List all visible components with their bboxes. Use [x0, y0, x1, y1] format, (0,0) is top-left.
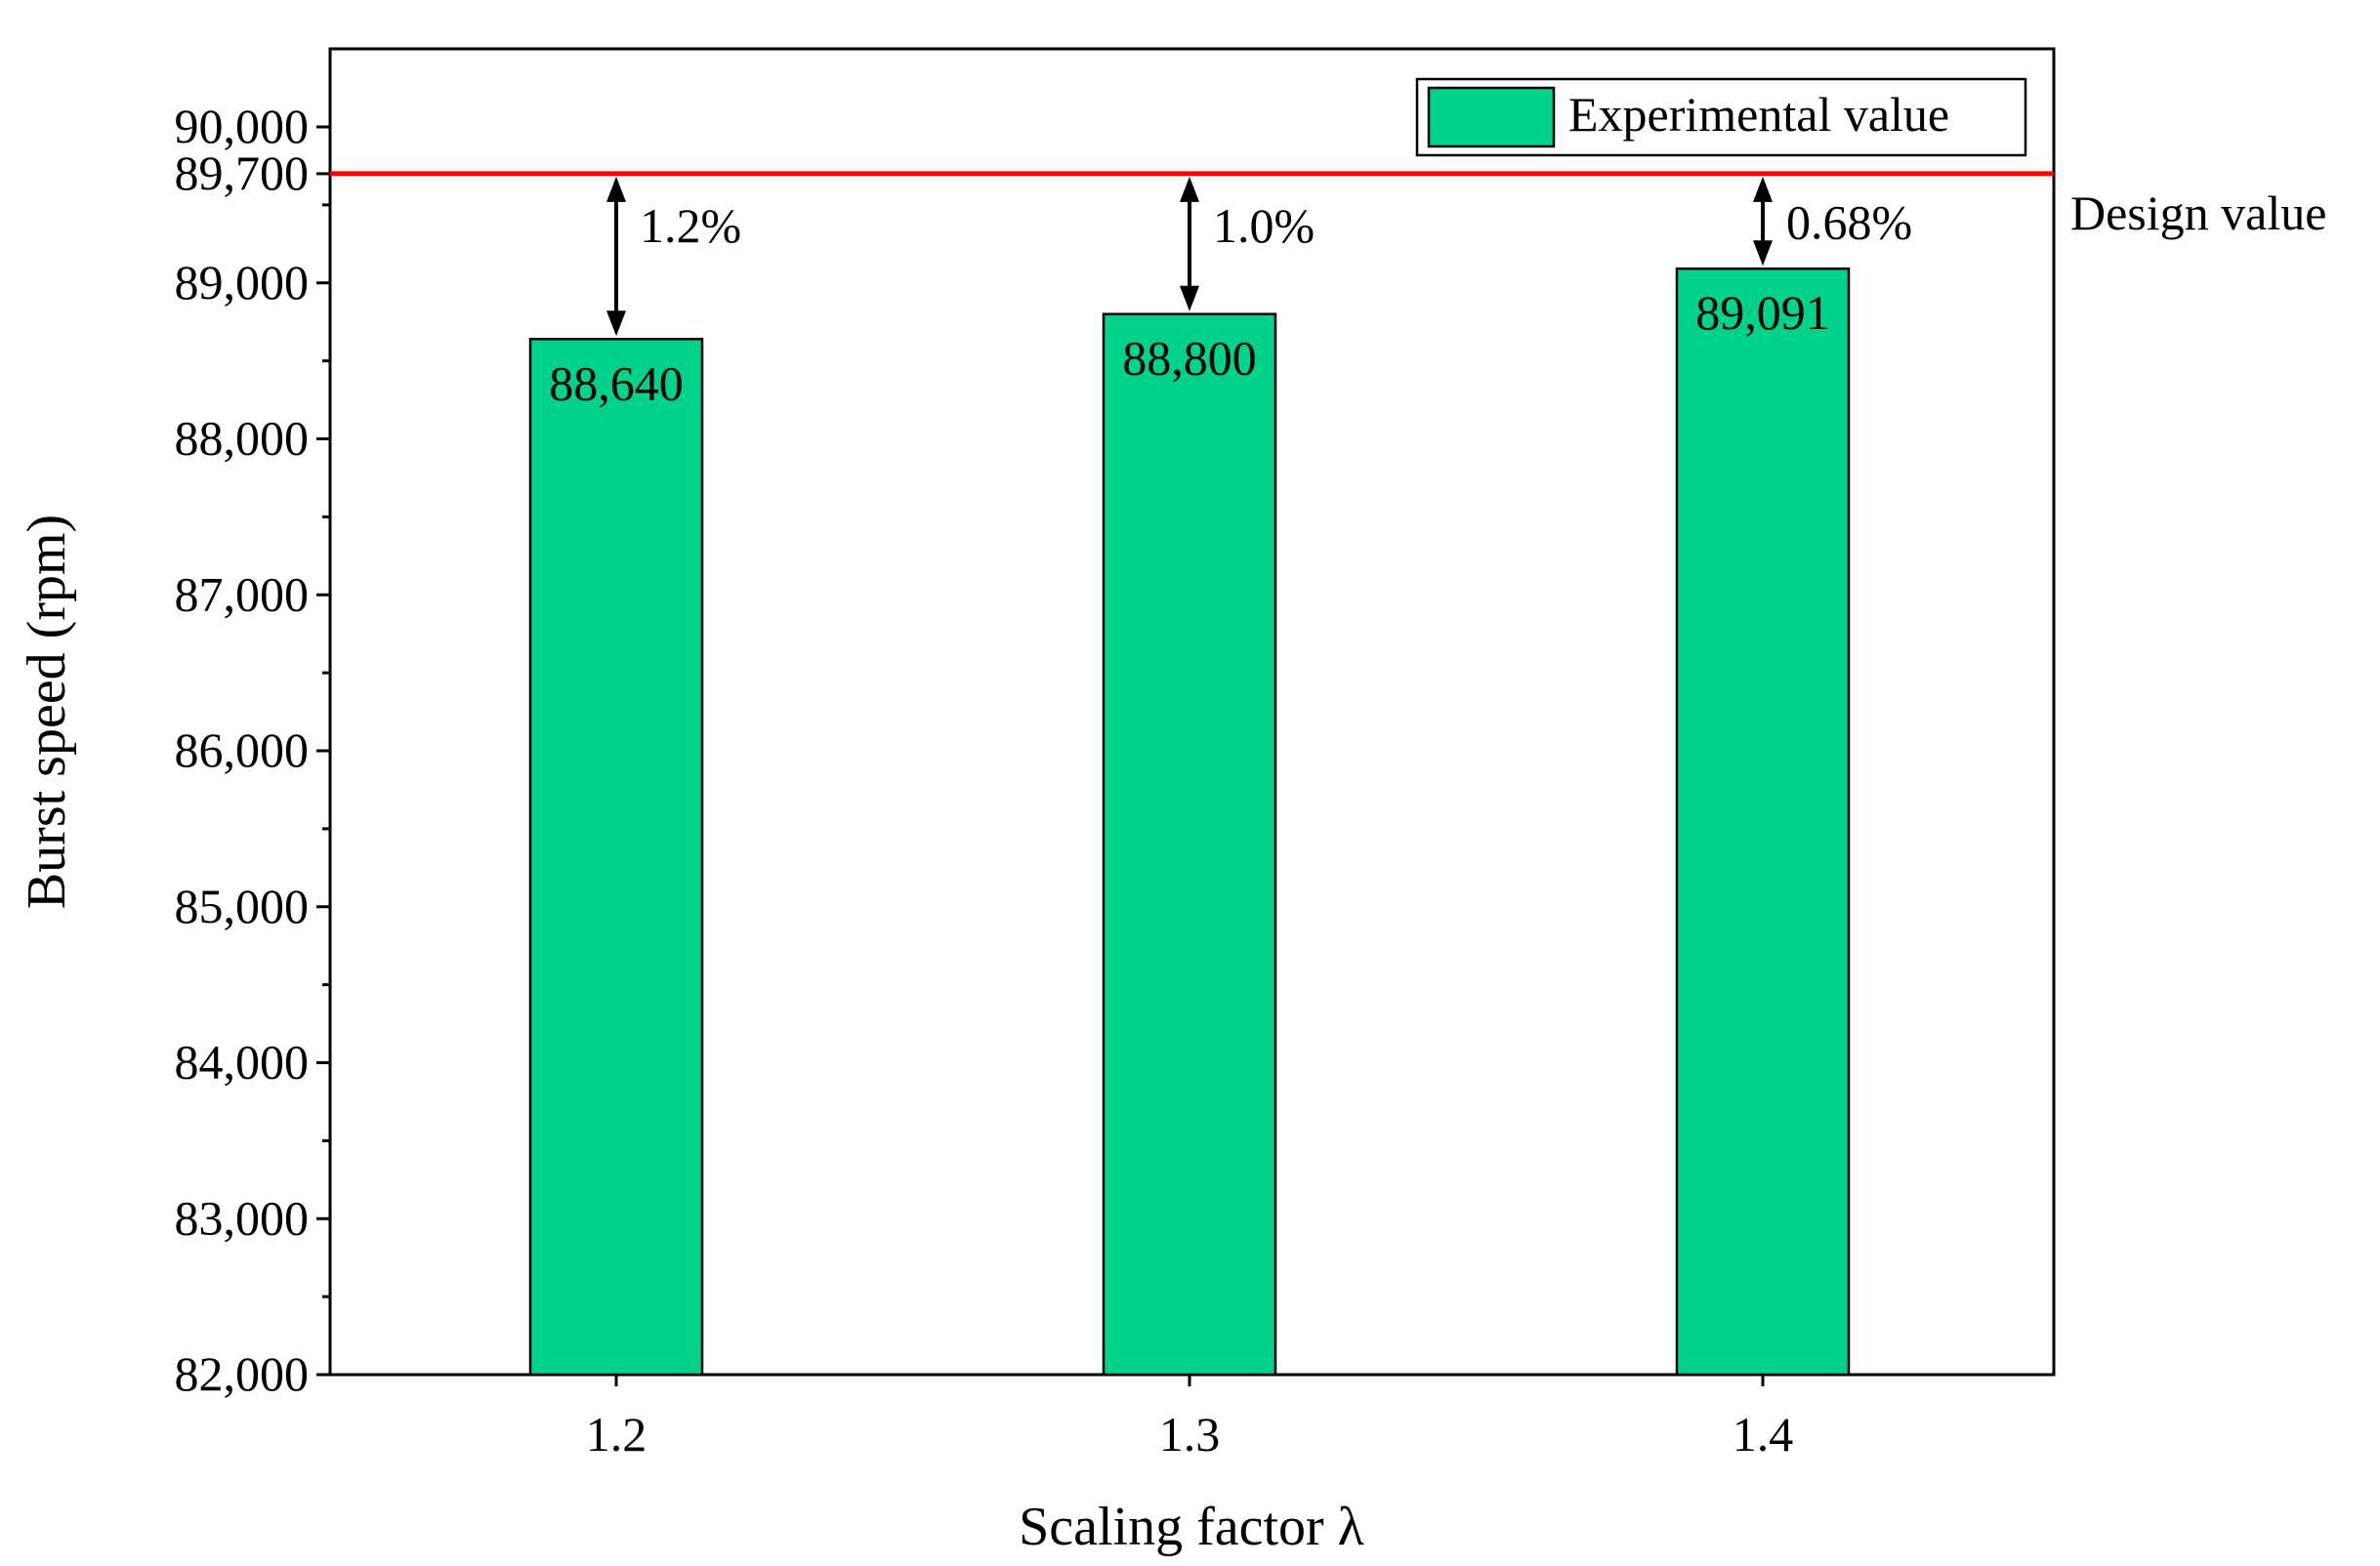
x-tick-label: 1.4 — [1733, 1407, 1794, 1462]
gap-arrow-head-down — [1180, 285, 1199, 311]
y-tick-label: 88,000 — [175, 411, 310, 466]
x-axis-title: Scaling factor λ — [1019, 1497, 1364, 1557]
gap-arrow-head-down — [1753, 240, 1773, 267]
y-tick-label: 89,000 — [175, 255, 310, 309]
gap-arrow-head-up — [1753, 176, 1773, 202]
bar-value-label: 88,640 — [549, 355, 684, 410]
y-tick-label: 90,000 — [175, 99, 310, 153]
bar — [1102, 312, 1277, 1377]
y-tick-label: 84,000 — [175, 1035, 310, 1090]
y-tick-label: 82,000 — [175, 1346, 310, 1401]
bar — [1675, 267, 1851, 1377]
gap-percent-label: 1.2% — [640, 198, 741, 253]
x-tick-label: 1.3 — [1159, 1407, 1221, 1462]
gap-arrow-head-down — [606, 310, 626, 337]
gap-arrow-head-up — [1180, 176, 1199, 202]
y-tick-label: 87,000 — [175, 566, 310, 621]
x-tick-label: 1.2 — [586, 1407, 647, 1462]
bar-value-label: 89,091 — [1695, 285, 1830, 340]
y-tick-label: 85,000 — [175, 879, 310, 933]
legend-label: Experimental value — [1568, 87, 1949, 142]
gap-percent-label: 1.0% — [1213, 198, 1315, 253]
y-tick-label: 83,000 — [175, 1190, 310, 1245]
reference-line-label: Design value — [2070, 185, 2326, 240]
y-tick-label: 89,700 — [175, 145, 310, 200]
gap-percent-label: 0.68% — [1786, 195, 1912, 250]
legend: Experimental value — [1415, 77, 2027, 157]
bar — [528, 338, 704, 1377]
y-tick-label: 86,000 — [175, 722, 310, 777]
y-axis-title: Burst speed (rpm) — [17, 515, 77, 909]
gap-arrow-head-up — [606, 176, 626, 202]
bar-value-label: 88,800 — [1122, 331, 1257, 386]
legend-swatch — [1427, 86, 1556, 148]
